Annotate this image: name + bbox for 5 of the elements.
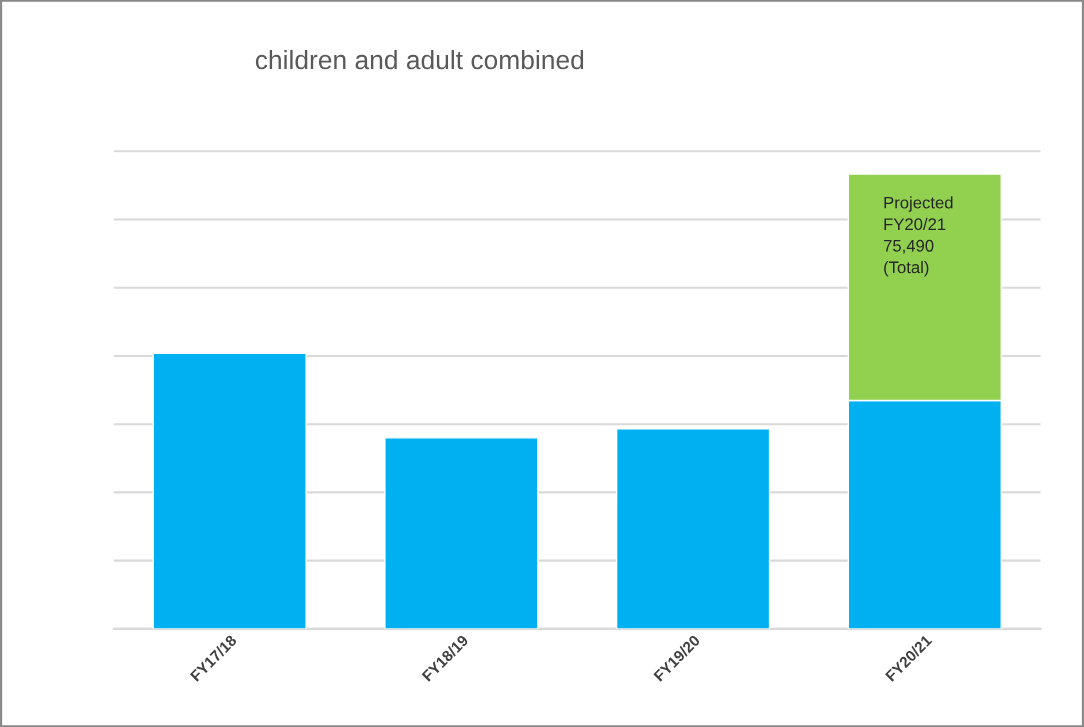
bar — [152, 352, 307, 629]
chart-title: children and adult combined — [255, 49, 584, 70]
bar — [384, 437, 539, 629]
annotation: Projected FY20/21 75,490 (Total) — [883, 196, 953, 277]
bar — [615, 428, 771, 629]
